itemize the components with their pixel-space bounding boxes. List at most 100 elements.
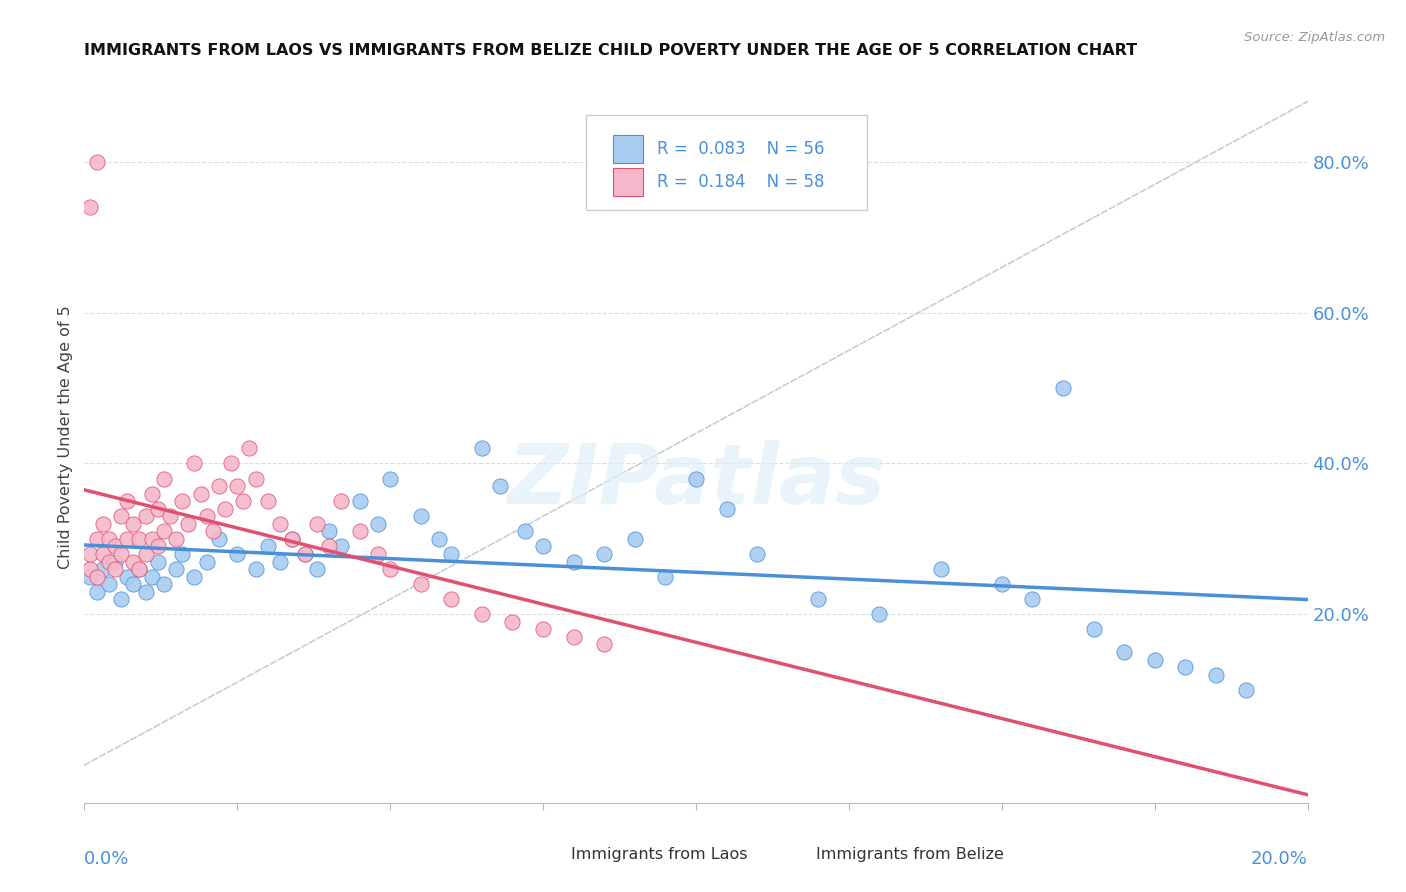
Point	[562, 630, 585, 644]
Point	[593, 637, 616, 651]
Point	[91, 516, 114, 531]
Point	[269, 516, 291, 531]
Point	[330, 494, 353, 508]
Point	[135, 509, 157, 524]
Point	[172, 494, 194, 508]
Point	[159, 509, 181, 524]
Point	[195, 509, 218, 524]
Point	[349, 494, 371, 508]
Point	[489, 479, 512, 493]
Point	[122, 554, 145, 568]
Point	[146, 540, 169, 554]
Point	[141, 532, 163, 546]
Point	[172, 547, 194, 561]
Point	[1021, 592, 1043, 607]
Point	[409, 577, 432, 591]
Point	[128, 532, 150, 546]
Point	[1114, 645, 1136, 659]
Point	[238, 442, 260, 456]
Point	[1143, 652, 1166, 666]
Point	[153, 471, 176, 485]
Point	[245, 562, 267, 576]
Point	[86, 569, 108, 583]
Point	[128, 562, 150, 576]
Point	[281, 532, 304, 546]
Point	[257, 494, 280, 508]
Point	[79, 200, 101, 214]
Text: Immigrants from Belize: Immigrants from Belize	[815, 847, 1004, 862]
FancyBboxPatch shape	[537, 843, 564, 865]
Point	[86, 154, 108, 169]
Point	[232, 494, 254, 508]
Point	[79, 569, 101, 583]
Point	[183, 457, 205, 471]
FancyBboxPatch shape	[782, 843, 808, 865]
Point	[1174, 660, 1197, 674]
Point	[349, 524, 371, 539]
Point	[79, 547, 101, 561]
Point	[929, 562, 952, 576]
Point	[104, 540, 127, 554]
Text: ZIPatlas: ZIPatlas	[508, 441, 884, 522]
Point	[135, 547, 157, 561]
Point	[513, 524, 536, 539]
Point	[104, 562, 127, 576]
Point	[153, 524, 176, 539]
Point	[318, 540, 340, 554]
Point	[281, 532, 304, 546]
Point	[269, 554, 291, 568]
Point	[219, 457, 242, 471]
Point	[531, 623, 554, 637]
Point	[654, 569, 676, 583]
Point	[165, 532, 187, 546]
Point	[165, 562, 187, 576]
Point	[195, 554, 218, 568]
Point	[593, 547, 616, 561]
Point	[104, 554, 127, 568]
Point	[991, 577, 1014, 591]
Point	[427, 532, 450, 546]
Point	[128, 562, 150, 576]
Point	[141, 569, 163, 583]
Point	[318, 524, 340, 539]
Point	[141, 486, 163, 500]
Point	[110, 592, 132, 607]
FancyBboxPatch shape	[586, 115, 868, 211]
Point	[115, 494, 138, 508]
Point	[380, 471, 402, 485]
Point	[97, 532, 120, 546]
Point	[747, 547, 769, 561]
Point	[471, 607, 494, 622]
Text: Immigrants from Laos: Immigrants from Laos	[571, 847, 748, 862]
Point	[624, 532, 647, 546]
Text: R =  0.083    N = 56: R = 0.083 N = 56	[657, 140, 824, 158]
Point	[146, 501, 169, 516]
Point	[257, 540, 280, 554]
Point	[305, 516, 328, 531]
Point	[716, 501, 738, 516]
Point	[214, 501, 236, 516]
FancyBboxPatch shape	[613, 135, 644, 163]
Point	[97, 577, 120, 591]
Text: 0.0%: 0.0%	[84, 849, 129, 868]
Text: R =  0.184    N = 58: R = 0.184 N = 58	[657, 173, 824, 191]
Point	[440, 592, 463, 607]
Point	[146, 554, 169, 568]
Point	[135, 584, 157, 599]
Point	[1052, 381, 1074, 395]
Point	[115, 569, 138, 583]
Text: 20.0%: 20.0%	[1251, 849, 1308, 868]
Point	[807, 592, 830, 607]
Point	[208, 479, 231, 493]
Point	[91, 547, 114, 561]
Point	[122, 516, 145, 531]
Point	[380, 562, 402, 576]
Point	[201, 524, 224, 539]
Point	[91, 562, 114, 576]
Point	[115, 532, 138, 546]
Point	[226, 547, 249, 561]
Point	[97, 554, 120, 568]
Point	[1236, 682, 1258, 697]
Point	[110, 547, 132, 561]
Point	[153, 577, 176, 591]
